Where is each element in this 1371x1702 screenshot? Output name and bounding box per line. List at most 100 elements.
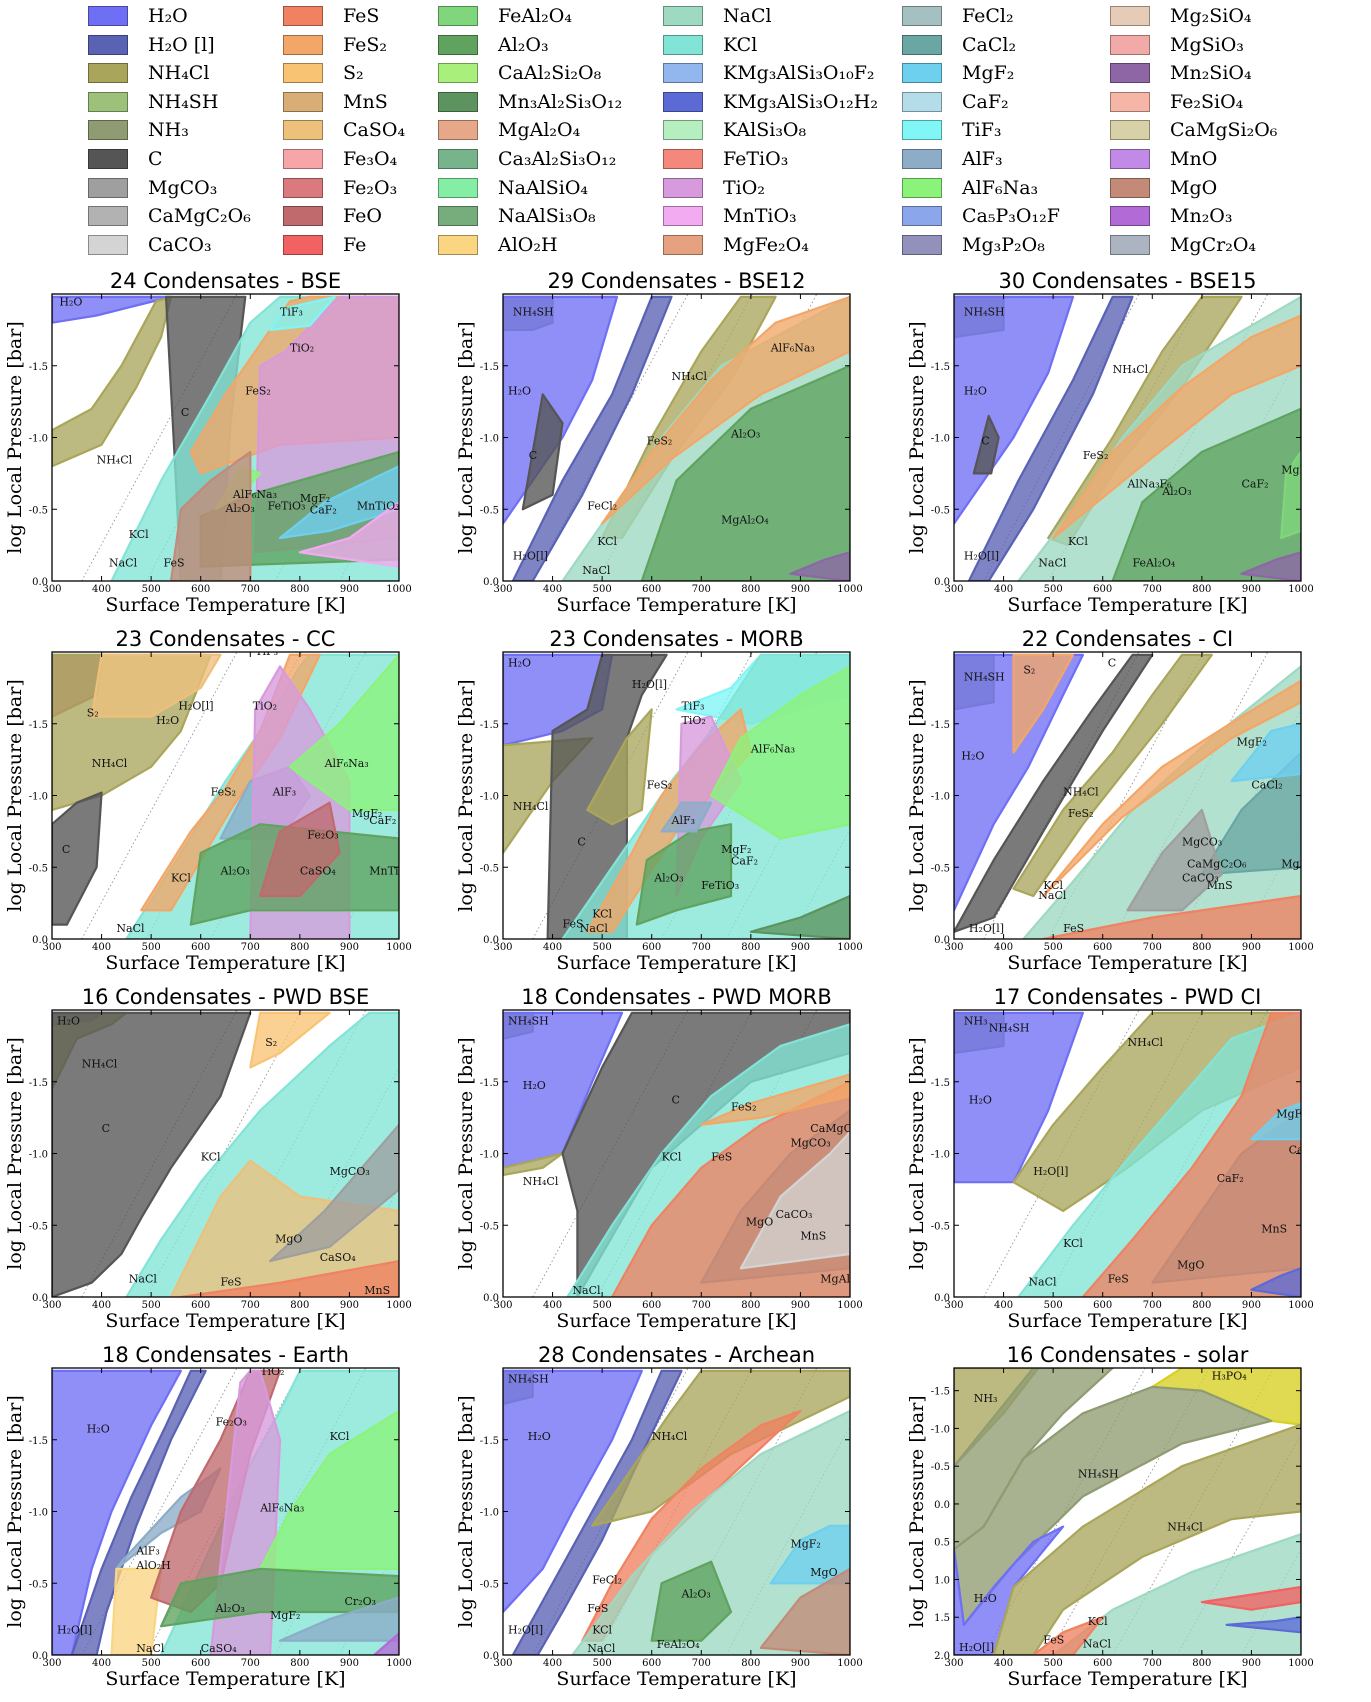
region-label: NH₄Cl bbox=[97, 453, 133, 466]
legend-item: NH₄SH bbox=[88, 90, 218, 114]
region-label: TiO₂ bbox=[260, 1365, 284, 1378]
legend-item: MnO bbox=[1110, 147, 1217, 171]
legend-swatch bbox=[438, 234, 478, 255]
region-label: AlF₆Na₃ bbox=[259, 1502, 304, 1515]
legend-label: Mn₂SiO₄ bbox=[1170, 62, 1252, 85]
x-tick-label: 900 bbox=[791, 584, 810, 595]
stability-region bbox=[511, 295, 673, 581]
x-tick-label: 800 bbox=[1192, 942, 1211, 953]
region-label: C bbox=[672, 1093, 680, 1106]
stability-region bbox=[972, 414, 1000, 475]
legend-item: TiF₃ bbox=[902, 118, 1002, 142]
y-tick-label: -1.0 bbox=[480, 434, 499, 445]
legend-swatch bbox=[1110, 206, 1150, 227]
region-label: H₃PO₄ bbox=[1212, 1369, 1247, 1382]
y-axis-label: log Local Pressure [bar] bbox=[455, 679, 477, 911]
y-axis-label: log Local Pressure [bar] bbox=[4, 1395, 26, 1627]
isotherm-curve bbox=[532, 294, 689, 581]
region-label: FeS₂ bbox=[1068, 807, 1094, 820]
region-label: Al₂O₃ bbox=[220, 864, 250, 877]
y-tick-label: -1.0 bbox=[931, 792, 950, 803]
region-label: TiF₃ bbox=[682, 699, 705, 712]
region-label: C bbox=[577, 836, 585, 849]
x-tick-label: 600 bbox=[191, 1658, 210, 1669]
legend-label: TiO₂ bbox=[723, 176, 765, 199]
x-tick-label: 900 bbox=[1242, 1658, 1261, 1669]
region-label: H₂O[l] bbox=[964, 550, 999, 563]
legend-item: FeO bbox=[283, 204, 382, 228]
region-label: AlF₆Na₃ bbox=[232, 488, 277, 501]
region-label: S₂ bbox=[1023, 664, 1035, 677]
legend-item: S₂ bbox=[283, 61, 364, 85]
stability-region bbox=[298, 501, 399, 568]
legend-swatch bbox=[438, 149, 478, 169]
region-label: C bbox=[1108, 656, 1116, 669]
region-label: FeCl₂ bbox=[587, 499, 617, 512]
stability-region bbox=[373, 1632, 399, 1655]
region-label: FeS bbox=[221, 1276, 242, 1289]
stability-region bbox=[269, 295, 336, 331]
legend-swatch bbox=[1110, 91, 1150, 112]
region-label: H₂O bbox=[964, 384, 987, 397]
x-tick-label: 700 bbox=[1143, 942, 1162, 953]
x-tick-label: 900 bbox=[340, 1300, 359, 1311]
x-tick-label: 1000 bbox=[386, 584, 411, 595]
legend-swatch bbox=[283, 34, 323, 55]
x-tick-label: 1000 bbox=[837, 1658, 862, 1669]
region-label: NH₄Cl bbox=[672, 370, 708, 383]
legend-swatch bbox=[902, 6, 942, 26]
chart-title: 18 Condensates - PWD MORB bbox=[521, 985, 832, 1009]
stability-region bbox=[1200, 751, 1301, 876]
region-label: H₂O[l] bbox=[57, 1624, 92, 1637]
y-tick-label: 0.0 bbox=[483, 935, 499, 946]
legend-swatch bbox=[902, 206, 942, 227]
x-tick-label: 900 bbox=[340, 584, 359, 595]
legend-label: CaAl₂Si₂O₈ bbox=[498, 62, 602, 85]
plot-content: NH₄SH H₂O NH₄Cl FeCl₂ FeS MgF₂ MgO Al₂O₃ KCl NaCl… bbox=[503, 1368, 850, 1655]
legend-swatch bbox=[88, 63, 128, 84]
y-tick-label: -1.5 bbox=[29, 1436, 48, 1447]
x-axis-label: Surface Temperature [K] bbox=[1007, 594, 1247, 616]
y-tick-label: 0.0 bbox=[934, 1293, 950, 1304]
region-label: CaF₂ bbox=[1242, 478, 1269, 491]
x-tick-label: 300 bbox=[944, 1300, 963, 1311]
region-label: NaCl bbox=[580, 922, 609, 935]
region-label: CaF₂ bbox=[1217, 1172, 1244, 1185]
legend-label: FeO bbox=[343, 205, 382, 228]
x-tick-label: 500 bbox=[593, 1658, 612, 1669]
y-tick-label: -1.5 bbox=[29, 720, 48, 731]
region-label: MgO bbox=[746, 1215, 773, 1228]
legend-item: Mg₂SiO₄ bbox=[1110, 4, 1252, 28]
x-axis-label: Surface Temperature [K] bbox=[556, 952, 796, 974]
x-tick-label: 300 bbox=[493, 1658, 512, 1669]
x-tick-label: 600 bbox=[642, 942, 661, 953]
legend-label: Fe₃O₄ bbox=[343, 148, 398, 170]
legend-swatch bbox=[438, 177, 478, 198]
region-label: AlF₃ bbox=[135, 1545, 160, 1558]
region-label: H₂O bbox=[508, 384, 531, 397]
y-tick-label: -0.5 bbox=[931, 1462, 950, 1473]
x-tick-label: 700 bbox=[241, 1658, 260, 1669]
legend-label: S₂ bbox=[343, 62, 364, 85]
x-tick-label: 400 bbox=[92, 584, 111, 595]
region-label: MnS bbox=[800, 1230, 826, 1243]
region-label: CaCO₃ bbox=[1182, 872, 1219, 885]
legend-item: FeAl₂O₄ bbox=[438, 4, 572, 28]
legend-item: FeS₂ bbox=[283, 33, 387, 57]
x-tick-label: 300 bbox=[42, 1658, 61, 1669]
legend-item: Fe₂O₃ bbox=[283, 176, 397, 200]
region-label: MgF₂ bbox=[791, 1537, 821, 1550]
chart-title: 22 Condensates - CI bbox=[1022, 627, 1233, 651]
legend-label: MgAl₂O₄ bbox=[498, 119, 581, 142]
legend-label: FeS₂ bbox=[343, 33, 388, 56]
stability-region bbox=[511, 1369, 683, 1655]
legend-label: MgSiO₃ bbox=[1170, 33, 1244, 56]
region-label: CaMgC₂O₆ bbox=[810, 1122, 870, 1135]
x-tick-label: 1000 bbox=[837, 1300, 862, 1311]
stability-region bbox=[70, 1369, 207, 1655]
x-tick-label: 500 bbox=[593, 584, 612, 595]
region-label: CaF₂ bbox=[731, 854, 758, 867]
legend-item: MgSiO₃ bbox=[1110, 33, 1244, 57]
x-tick-label: 1000 bbox=[837, 942, 862, 953]
x-tick-label: 500 bbox=[1044, 942, 1063, 953]
